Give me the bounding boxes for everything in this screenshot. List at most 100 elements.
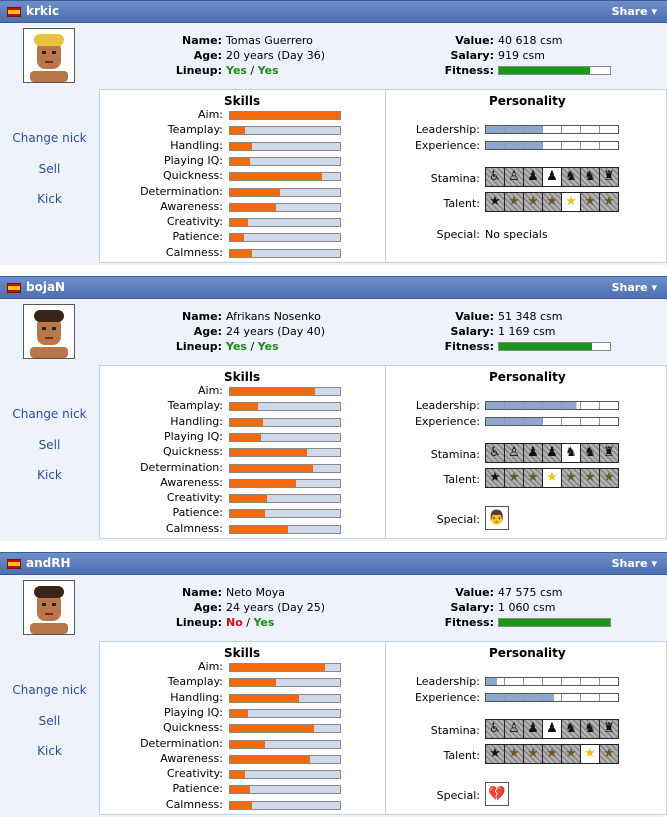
label-experience: Experience: [414, 139, 480, 152]
skill-fill [230, 418, 263, 426]
experience-segment [505, 418, 524, 425]
label-fitness: Fitness: [444, 340, 494, 353]
skill-bar [229, 800, 341, 810]
skills-panel: Skills Aim: Teamplay: Handling: Playing IQ: Q… [99, 641, 386, 815]
skill-bar [229, 432, 341, 442]
share-button[interactable]: Share ▾ [611, 557, 657, 570]
kick-link[interactable]: Kick [37, 192, 62, 206]
skill-label: Aim: [197, 108, 223, 121]
experience-segment [562, 418, 581, 425]
talent-star-icon: ★ [562, 469, 581, 487]
special-text: No specials [485, 228, 548, 241]
share-button[interactable]: Share ▾ [611, 281, 657, 294]
skill-bar [229, 111, 341, 120]
stamina-runner-icon: ♟ [524, 720, 543, 738]
talent-star-icon: ★ [562, 745, 581, 763]
sell-link[interactable]: Sell [38, 162, 61, 176]
skill-label: Creativity: [166, 215, 223, 229]
leadership-segment [562, 126, 581, 133]
skill-fill [230, 709, 248, 717]
skill-label: Patience: [172, 230, 223, 244]
stamina-runner-icon: ♿ [486, 720, 505, 738]
serbia-flag [7, 283, 21, 293]
talent-meter: ★ ★ ★ ★ ★ ★ ★ [485, 192, 619, 212]
stamina-runner-icon: ♞ [581, 444, 600, 462]
skill-bar [229, 172, 341, 182]
personality-title: Personality [489, 370, 566, 384]
stamina-runner-icon: ♟ [524, 168, 543, 186]
skill-label: Creativity: [166, 767, 223, 781]
stamina-runner-icon: ♟ [543, 720, 562, 738]
experience-segment [600, 418, 618, 425]
skill-bar [229, 202, 341, 212]
share-button[interactable]: Share ▾ [611, 5, 657, 18]
leadership-segment [543, 402, 562, 409]
fitness-fill [499, 619, 610, 626]
experience-segment [486, 694, 505, 701]
personality-panel: Personality Leadership: Experience: Stamina… [386, 641, 667, 815]
label-talent: Talent: [443, 473, 480, 486]
experience-segment [543, 142, 562, 149]
talent-star-icon: ★ [543, 745, 562, 763]
talent-star-icon: ★ [581, 469, 600, 487]
sell-link[interactable]: Sell [38, 438, 61, 452]
change-nick-link[interactable]: Change nick [12, 683, 87, 697]
label-special: Special: [436, 513, 480, 526]
label-age: Age: [193, 325, 222, 338]
skill-fill [230, 173, 323, 181]
talent-star-icon: ★ [524, 469, 543, 487]
skill-fill [230, 449, 307, 457]
leadership-segment [505, 678, 524, 685]
skill-fill [230, 142, 252, 150]
player-lineup: Yes / Yes [226, 340, 279, 353]
stamina-runner-icon: ♞ [581, 168, 600, 186]
skills-panel: Skills Aim: Teamplay: Handling: Playing IQ: Q… [99, 89, 386, 263]
player-header: andRH Share ▾ [0, 552, 667, 575]
lineup-status-1: Yes [226, 64, 247, 77]
talent-star-icon: ★ [505, 193, 524, 211]
experience-segment [562, 694, 581, 701]
label-salary: Salary: [450, 325, 494, 338]
skill-fill [230, 479, 296, 487]
skill-fill [230, 112, 340, 119]
player-nick[interactable]: andRH [26, 556, 71, 570]
player-salary: 1 169 csm [498, 325, 556, 338]
sell-link[interactable]: Sell [38, 714, 61, 728]
stamina-runner-icon: ♞ [581, 720, 600, 738]
player-nick[interactable]: krkic [26, 4, 60, 18]
leadership-segment [486, 678, 505, 685]
experience-segment [600, 694, 618, 701]
experience-segment [581, 694, 600, 701]
talent-star-icon: ★ [600, 193, 618, 211]
leadership-segment [486, 126, 505, 133]
talent-star-icon: ★ [600, 745, 618, 763]
kick-link[interactable]: Kick [37, 744, 62, 758]
skill-fill [230, 433, 261, 441]
leadership-segment [524, 402, 543, 409]
skill-label: Quickness: [162, 445, 223, 459]
label-name: Name: [182, 586, 222, 599]
change-nick-link[interactable]: Change nick [12, 407, 87, 421]
talent-star-icon: ★ [524, 745, 543, 763]
stamina-runner-icon: ♟ [543, 444, 562, 462]
skill-bar [229, 494, 341, 504]
change-nick-link[interactable]: Change nick [12, 131, 87, 145]
kick-link[interactable]: Kick [37, 468, 62, 482]
skill-bar [229, 156, 341, 166]
fitness-bar [498, 618, 611, 627]
label-age: Age: [193, 601, 222, 614]
label-talent: Talent: [443, 197, 480, 210]
stamina-runner-icon: ♿ [486, 168, 505, 186]
player-avatar [23, 304, 75, 359]
skill-fill [230, 249, 252, 257]
skill-fill [230, 694, 300, 702]
stamina-runner-icon: ♞ [562, 444, 581, 462]
skill-bar [229, 387, 341, 396]
player-nick[interactable]: bojaN [26, 280, 66, 294]
fitness-bar [498, 66, 611, 75]
lineup-status-2: Yes [257, 340, 279, 353]
label-leadership: Leadership: [415, 675, 480, 688]
lineup-separator: / [246, 340, 258, 353]
skill-fill [230, 403, 258, 411]
label-talent: Talent: [443, 749, 480, 762]
